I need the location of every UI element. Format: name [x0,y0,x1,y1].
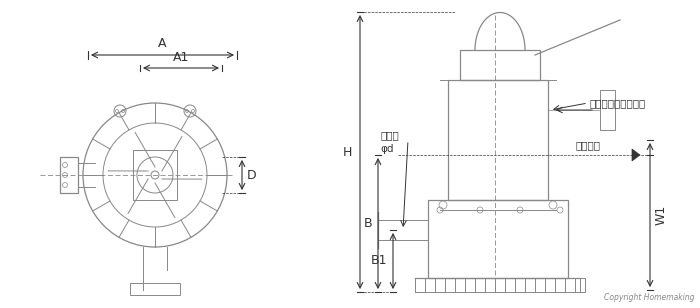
Text: D: D [247,168,257,181]
Bar [600,90,615,130]
Bar [535,278,545,292]
Bar [515,278,525,292]
Text: A: A [158,37,167,50]
Text: B1: B1 [370,254,387,268]
Bar [60,157,78,193]
Bar [460,50,540,80]
Bar [415,278,425,292]
Text: B: B [363,217,372,230]
Bar [555,278,565,292]
Text: φd: φd [380,144,393,154]
Text: Copyright Homemaking: Copyright Homemaking [605,293,695,302]
Bar [455,278,465,292]
Text: W1: W1 [655,205,668,225]
Bar [133,150,177,200]
Text: 始動水位: 始動水位 [575,140,600,150]
Polygon shape [632,149,640,161]
Bar [130,283,180,295]
Bar [575,278,585,292]
Text: 呼び径: 呼び径 [380,130,399,140]
Text: H: H [342,145,352,159]
Bar [495,278,505,292]
Bar [448,80,548,200]
Bar [475,278,485,292]
Text: 液面リレーユニット: 液面リレーユニット [590,98,646,108]
Text: A1: A1 [173,51,189,64]
Bar [428,200,568,278]
Bar [435,278,445,292]
